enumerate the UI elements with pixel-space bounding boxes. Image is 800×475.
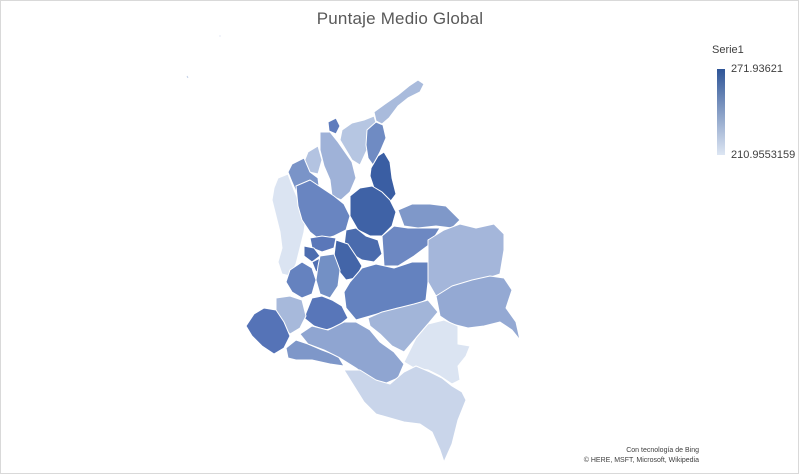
region-la-guajira	[373, 79, 425, 125]
region-cesar	[365, 121, 387, 166]
region-bolivar	[319, 131, 357, 201]
color-legend: Serie1 271.93621 210.9553159	[712, 44, 798, 164]
region-putumayo	[285, 339, 345, 367]
legend-min-label: 210.9553159	[731, 149, 796, 161]
region-san-andres	[185, 74, 190, 80]
region-caqueta	[299, 321, 405, 385]
legend-max-label: 271.93621	[731, 63, 783, 75]
chart-title: Puntaje Medio Global	[316, 9, 484, 28]
attribution-line-2: © HERE, MSFT, Microsoft, Wikipedia	[583, 457, 699, 464]
attribution-line-1: Con tecnología de Bing	[626, 447, 699, 454]
region-guainia	[435, 275, 521, 341]
region-risaralda	[303, 245, 321, 263]
region-santander	[349, 185, 397, 237]
region-amazonas	[343, 365, 467, 463]
region-san-andres-2	[218, 34, 222, 38]
map-attribution: Con tecnología de Bing © HERE, MSFT, Mic…	[584, 446, 699, 466]
legend-title: Serie1	[712, 44, 744, 56]
region-tolima	[315, 253, 341, 299]
region-atlantico	[327, 117, 341, 135]
region-narino	[245, 307, 291, 355]
region-arauca	[397, 203, 461, 229]
region-valle	[285, 261, 317, 299]
legend-gradient-bar	[717, 69, 725, 155]
